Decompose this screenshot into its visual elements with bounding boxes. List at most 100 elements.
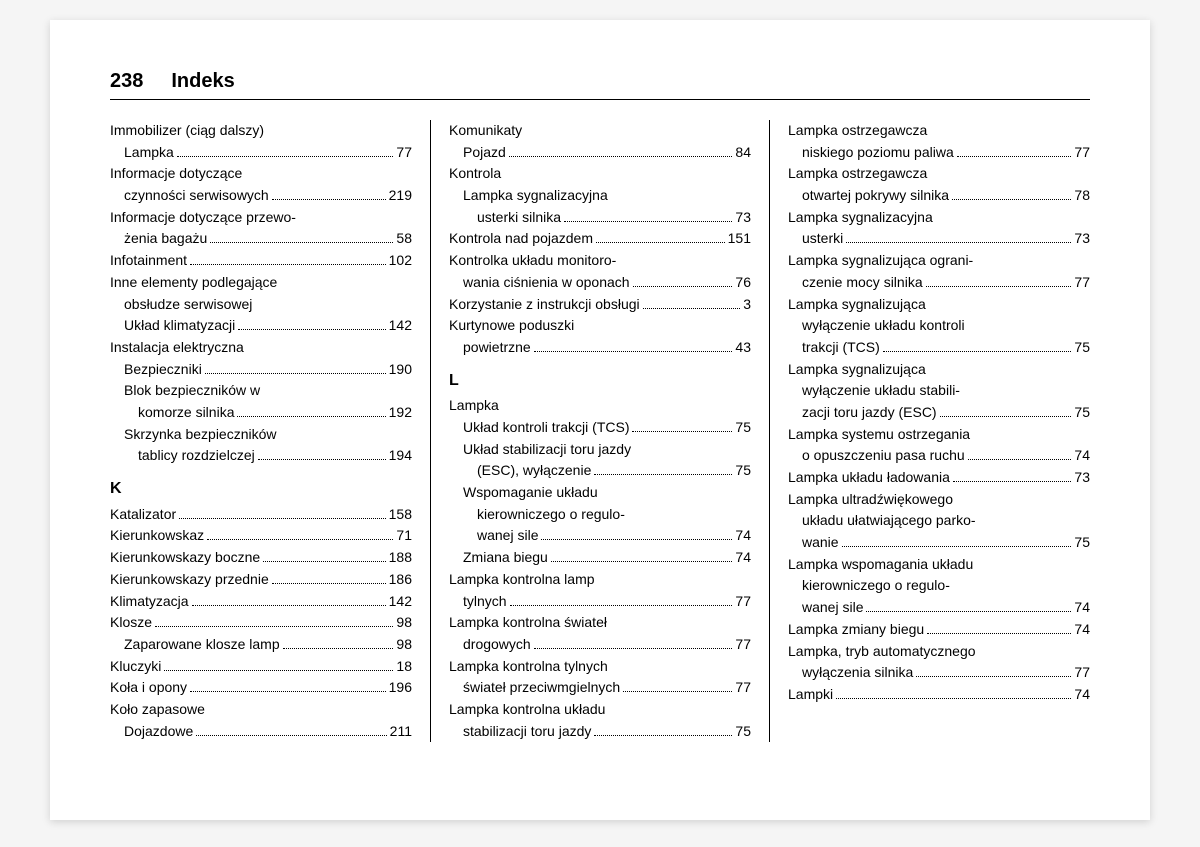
- index-entry-label: wanej sile: [477, 525, 538, 547]
- index-entry: Koła i opony196: [110, 677, 412, 699]
- leader-dots: [633, 286, 733, 287]
- index-entry-label: Bezpieczniki: [124, 359, 202, 381]
- index-line: Lampka: [449, 395, 751, 417]
- index-entry-page: 77: [1074, 662, 1090, 684]
- leader-dots: [541, 539, 732, 540]
- leader-dots: [237, 416, 385, 417]
- index-entry-label: Lampka układu ładowania: [788, 467, 950, 489]
- leader-dots: [258, 459, 386, 460]
- index-entry: niskiego poziomu paliwa77: [788, 142, 1090, 164]
- index-line: Komunikaty: [449, 120, 751, 142]
- index-entry: Układ klimatyzacji142: [110, 315, 412, 337]
- index-entry-label: wania ciśnienia w oponach: [463, 272, 630, 294]
- index-entry-page: 76: [735, 272, 751, 294]
- index-entry: świateł przeciwmgielnych77: [449, 677, 751, 699]
- index-entry: Lampka zmiany biegu74: [788, 619, 1090, 641]
- leader-dots: [190, 264, 386, 265]
- leader-dots: [927, 633, 1071, 634]
- leader-dots: [164, 670, 393, 671]
- index-entry-page: 219: [389, 185, 412, 207]
- leader-dots: [196, 735, 386, 736]
- index-entry-label: Zmiana biegu: [463, 547, 548, 569]
- index-entry: usterki73: [788, 228, 1090, 250]
- index-line: Skrzynka bezpieczników: [110, 424, 412, 446]
- index-line: Wspomaganie układu: [449, 482, 751, 504]
- index-line: Układ stabilizacji toru jazdy: [449, 439, 751, 461]
- leader-dots: [957, 156, 1072, 157]
- leader-dots: [205, 373, 386, 374]
- section-title: Indeks: [171, 70, 234, 93]
- leader-dots: [926, 286, 1072, 287]
- leader-dots: [272, 583, 386, 584]
- index-entry-page: 188: [389, 547, 412, 569]
- index-entry-page: 211: [390, 721, 412, 743]
- index-line: Lampka ultradźwiękowego: [788, 489, 1090, 511]
- index-entry: Korzystanie z instrukcji obsługi3: [449, 294, 751, 316]
- index-entry-label: Pojazd: [463, 142, 506, 164]
- index-entry-page: 73: [735, 207, 751, 229]
- index-entry-label: Kluczyki: [110, 656, 161, 678]
- index-entry: Kierunkowskazy boczne188: [110, 547, 412, 569]
- index-entry: Kierunkowskaz71: [110, 525, 412, 547]
- leader-dots: [534, 351, 733, 352]
- index-entry: Kontrola nad pojazdem 151: [449, 228, 751, 250]
- index-entry-page: 74: [735, 525, 751, 547]
- leader-dots: [190, 691, 386, 692]
- index-entry: trakcji (TCS)75: [788, 337, 1090, 359]
- index-entry-page: 77: [396, 142, 412, 164]
- index-line: układu ułatwiającego parko-: [788, 510, 1090, 532]
- index-line: Lampka kontrolna układu: [449, 699, 751, 721]
- index-entry-label: czynności serwisowych: [124, 185, 269, 207]
- index-entry-page: 75: [735, 460, 751, 482]
- index-column: Immobilizer (ciąg dalszy)Lampka77Informa…: [110, 120, 430, 742]
- leader-dots: [272, 199, 386, 200]
- index-entry: komorze silnika192: [110, 402, 412, 424]
- index-entry-label: Lampka zmiany biegu: [788, 619, 924, 641]
- index-entry-page: 18: [396, 656, 412, 678]
- index-entry-label: (ESC), wyłączenie: [477, 460, 591, 482]
- index-entry-label: niskiego poziomu paliwa: [802, 142, 954, 164]
- leader-dots: [551, 561, 733, 562]
- index-letter-heading: K: [110, 477, 412, 502]
- index-entry-label: Klosze: [110, 612, 152, 634]
- index-entry: Bezpieczniki190: [110, 359, 412, 381]
- index-entry-label: komorze silnika: [138, 402, 234, 424]
- index-entry: Lampki74: [788, 684, 1090, 706]
- page-number: 238: [110, 70, 143, 93]
- index-entry-label: tablicy rozdzielczej: [138, 445, 255, 467]
- index-line: obsłudze serwisowej: [110, 294, 412, 316]
- index-line: kierowniczego o regulo-: [449, 504, 751, 526]
- index-entry: wania ciśnienia w oponach 76: [449, 272, 751, 294]
- leader-dots: [594, 735, 732, 736]
- index-line: Lampka kontrolna tylnych: [449, 656, 751, 678]
- leader-dots: [534, 648, 733, 649]
- index-entry: Pojazd84: [449, 142, 751, 164]
- index-line: Lampka, tryb automatycznego: [788, 641, 1090, 663]
- index-entry-page: 142: [389, 315, 412, 337]
- index-entry: wanie75: [788, 532, 1090, 554]
- index-columns: Immobilizer (ciąg dalszy)Lampka77Informa…: [110, 120, 1090, 742]
- index-entry-label: zacji toru jazdy (ESC): [802, 402, 937, 424]
- leader-dots: [263, 561, 385, 562]
- index-entry-page: 142: [389, 591, 412, 613]
- index-entry-label: usterki: [802, 228, 843, 250]
- index-entry-label: drogowych: [463, 634, 531, 656]
- index-entry: tablicy rozdzielczej194: [110, 445, 412, 467]
- index-entry-page: 151: [728, 228, 751, 250]
- leader-dots: [177, 156, 394, 157]
- index-line: Lampka wspomagania układu: [788, 554, 1090, 576]
- index-entry-page: 75: [1074, 337, 1090, 359]
- index-letter-heading: L: [449, 369, 751, 394]
- index-entry-page: 3: [743, 294, 751, 316]
- index-entry: powietrzne43: [449, 337, 751, 359]
- index-line: Instalacja elektryczna: [110, 337, 412, 359]
- index-entry-label: Kontrola nad pojazdem: [449, 228, 593, 250]
- index-entry: (ESC), wyłączenie 75: [449, 460, 751, 482]
- index-entry: otwartej pokrywy silnika78: [788, 185, 1090, 207]
- index-line: Informacje dotyczące: [110, 163, 412, 185]
- index-entry: Zaparowane klosze lamp98: [110, 634, 412, 656]
- index-entry: tylnych77: [449, 591, 751, 613]
- index-entry-page: 98: [396, 612, 412, 634]
- leader-dots: [283, 648, 394, 649]
- index-entry: Dojazdowe211: [110, 721, 412, 743]
